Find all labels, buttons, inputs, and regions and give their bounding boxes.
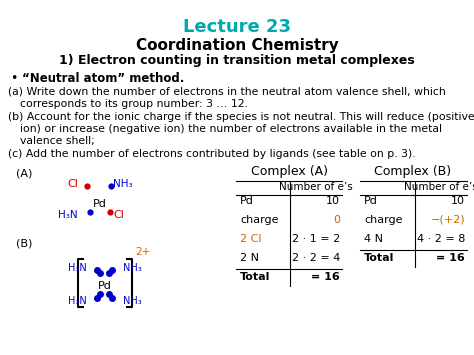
Text: = 16: = 16 bbox=[311, 272, 340, 282]
Text: (c) Add the number of electrons contributed by ligands (see table on p. 3).: (c) Add the number of electrons contribu… bbox=[8, 149, 416, 159]
Text: Complex (A): Complex (A) bbox=[252, 165, 328, 178]
Text: (B): (B) bbox=[16, 238, 32, 248]
Text: = 16: = 16 bbox=[436, 253, 465, 263]
Text: Cl: Cl bbox=[113, 210, 124, 220]
Text: Pd: Pd bbox=[364, 196, 378, 206]
Text: 1) Electron counting in transition metal complexes: 1) Electron counting in transition metal… bbox=[59, 54, 415, 67]
Text: Cl: Cl bbox=[67, 179, 78, 189]
Text: Pd: Pd bbox=[240, 196, 254, 206]
Text: H₃N: H₃N bbox=[58, 210, 78, 220]
Text: “Neutral atom” method.: “Neutral atom” method. bbox=[22, 72, 184, 85]
Text: •: • bbox=[10, 72, 18, 85]
Text: Complex (B): Complex (B) bbox=[374, 165, 452, 178]
Text: 4 · 2 = 8: 4 · 2 = 8 bbox=[417, 234, 465, 244]
Text: 2 · 1 = 2: 2 · 1 = 2 bbox=[292, 234, 340, 244]
Text: valence shell;: valence shell; bbox=[20, 136, 95, 146]
Text: ion) or increase (negative ion) the number of electrons available in the metal: ion) or increase (negative ion) the numb… bbox=[20, 124, 442, 134]
Text: (b) Account for the ionic charge if the species is not neutral. This will reduce: (b) Account for the ionic charge if the … bbox=[8, 112, 474, 122]
Text: Total: Total bbox=[364, 253, 394, 263]
Text: Total: Total bbox=[240, 272, 270, 282]
Text: −(+2): −(+2) bbox=[430, 215, 465, 225]
Text: corresponds to its group number: 3 … 12.: corresponds to its group number: 3 … 12. bbox=[20, 99, 248, 109]
Text: charge: charge bbox=[240, 215, 279, 225]
Text: Lecture 23: Lecture 23 bbox=[183, 18, 291, 36]
Text: (A): (A) bbox=[16, 168, 32, 178]
Text: (a) Write down the number of electrons in the neutral atom valence shell, which: (a) Write down the number of electrons i… bbox=[8, 87, 446, 97]
Text: 2+: 2+ bbox=[135, 247, 150, 257]
Text: Coordination Chemistry: Coordination Chemistry bbox=[136, 38, 338, 53]
Text: 10: 10 bbox=[326, 196, 340, 206]
Text: 2 N: 2 N bbox=[240, 253, 259, 263]
Text: NH₃: NH₃ bbox=[113, 179, 133, 189]
Text: 2 · 2 = 4: 2 · 2 = 4 bbox=[292, 253, 340, 263]
Text: NH₃: NH₃ bbox=[123, 296, 142, 306]
Text: Pd: Pd bbox=[93, 199, 107, 209]
Text: 10: 10 bbox=[451, 196, 465, 206]
Text: 2 Cl: 2 Cl bbox=[240, 234, 262, 244]
Text: Pd: Pd bbox=[98, 281, 112, 291]
Text: NH₃: NH₃ bbox=[123, 263, 142, 273]
Text: Number of e’s: Number of e’s bbox=[279, 182, 353, 192]
Text: Number of e’s: Number of e’s bbox=[404, 182, 474, 192]
Text: H₃N: H₃N bbox=[68, 296, 87, 306]
Text: H₃N: H₃N bbox=[68, 263, 87, 273]
Text: 4 N: 4 N bbox=[364, 234, 383, 244]
Text: charge: charge bbox=[364, 215, 402, 225]
Text: 0: 0 bbox=[333, 215, 340, 225]
